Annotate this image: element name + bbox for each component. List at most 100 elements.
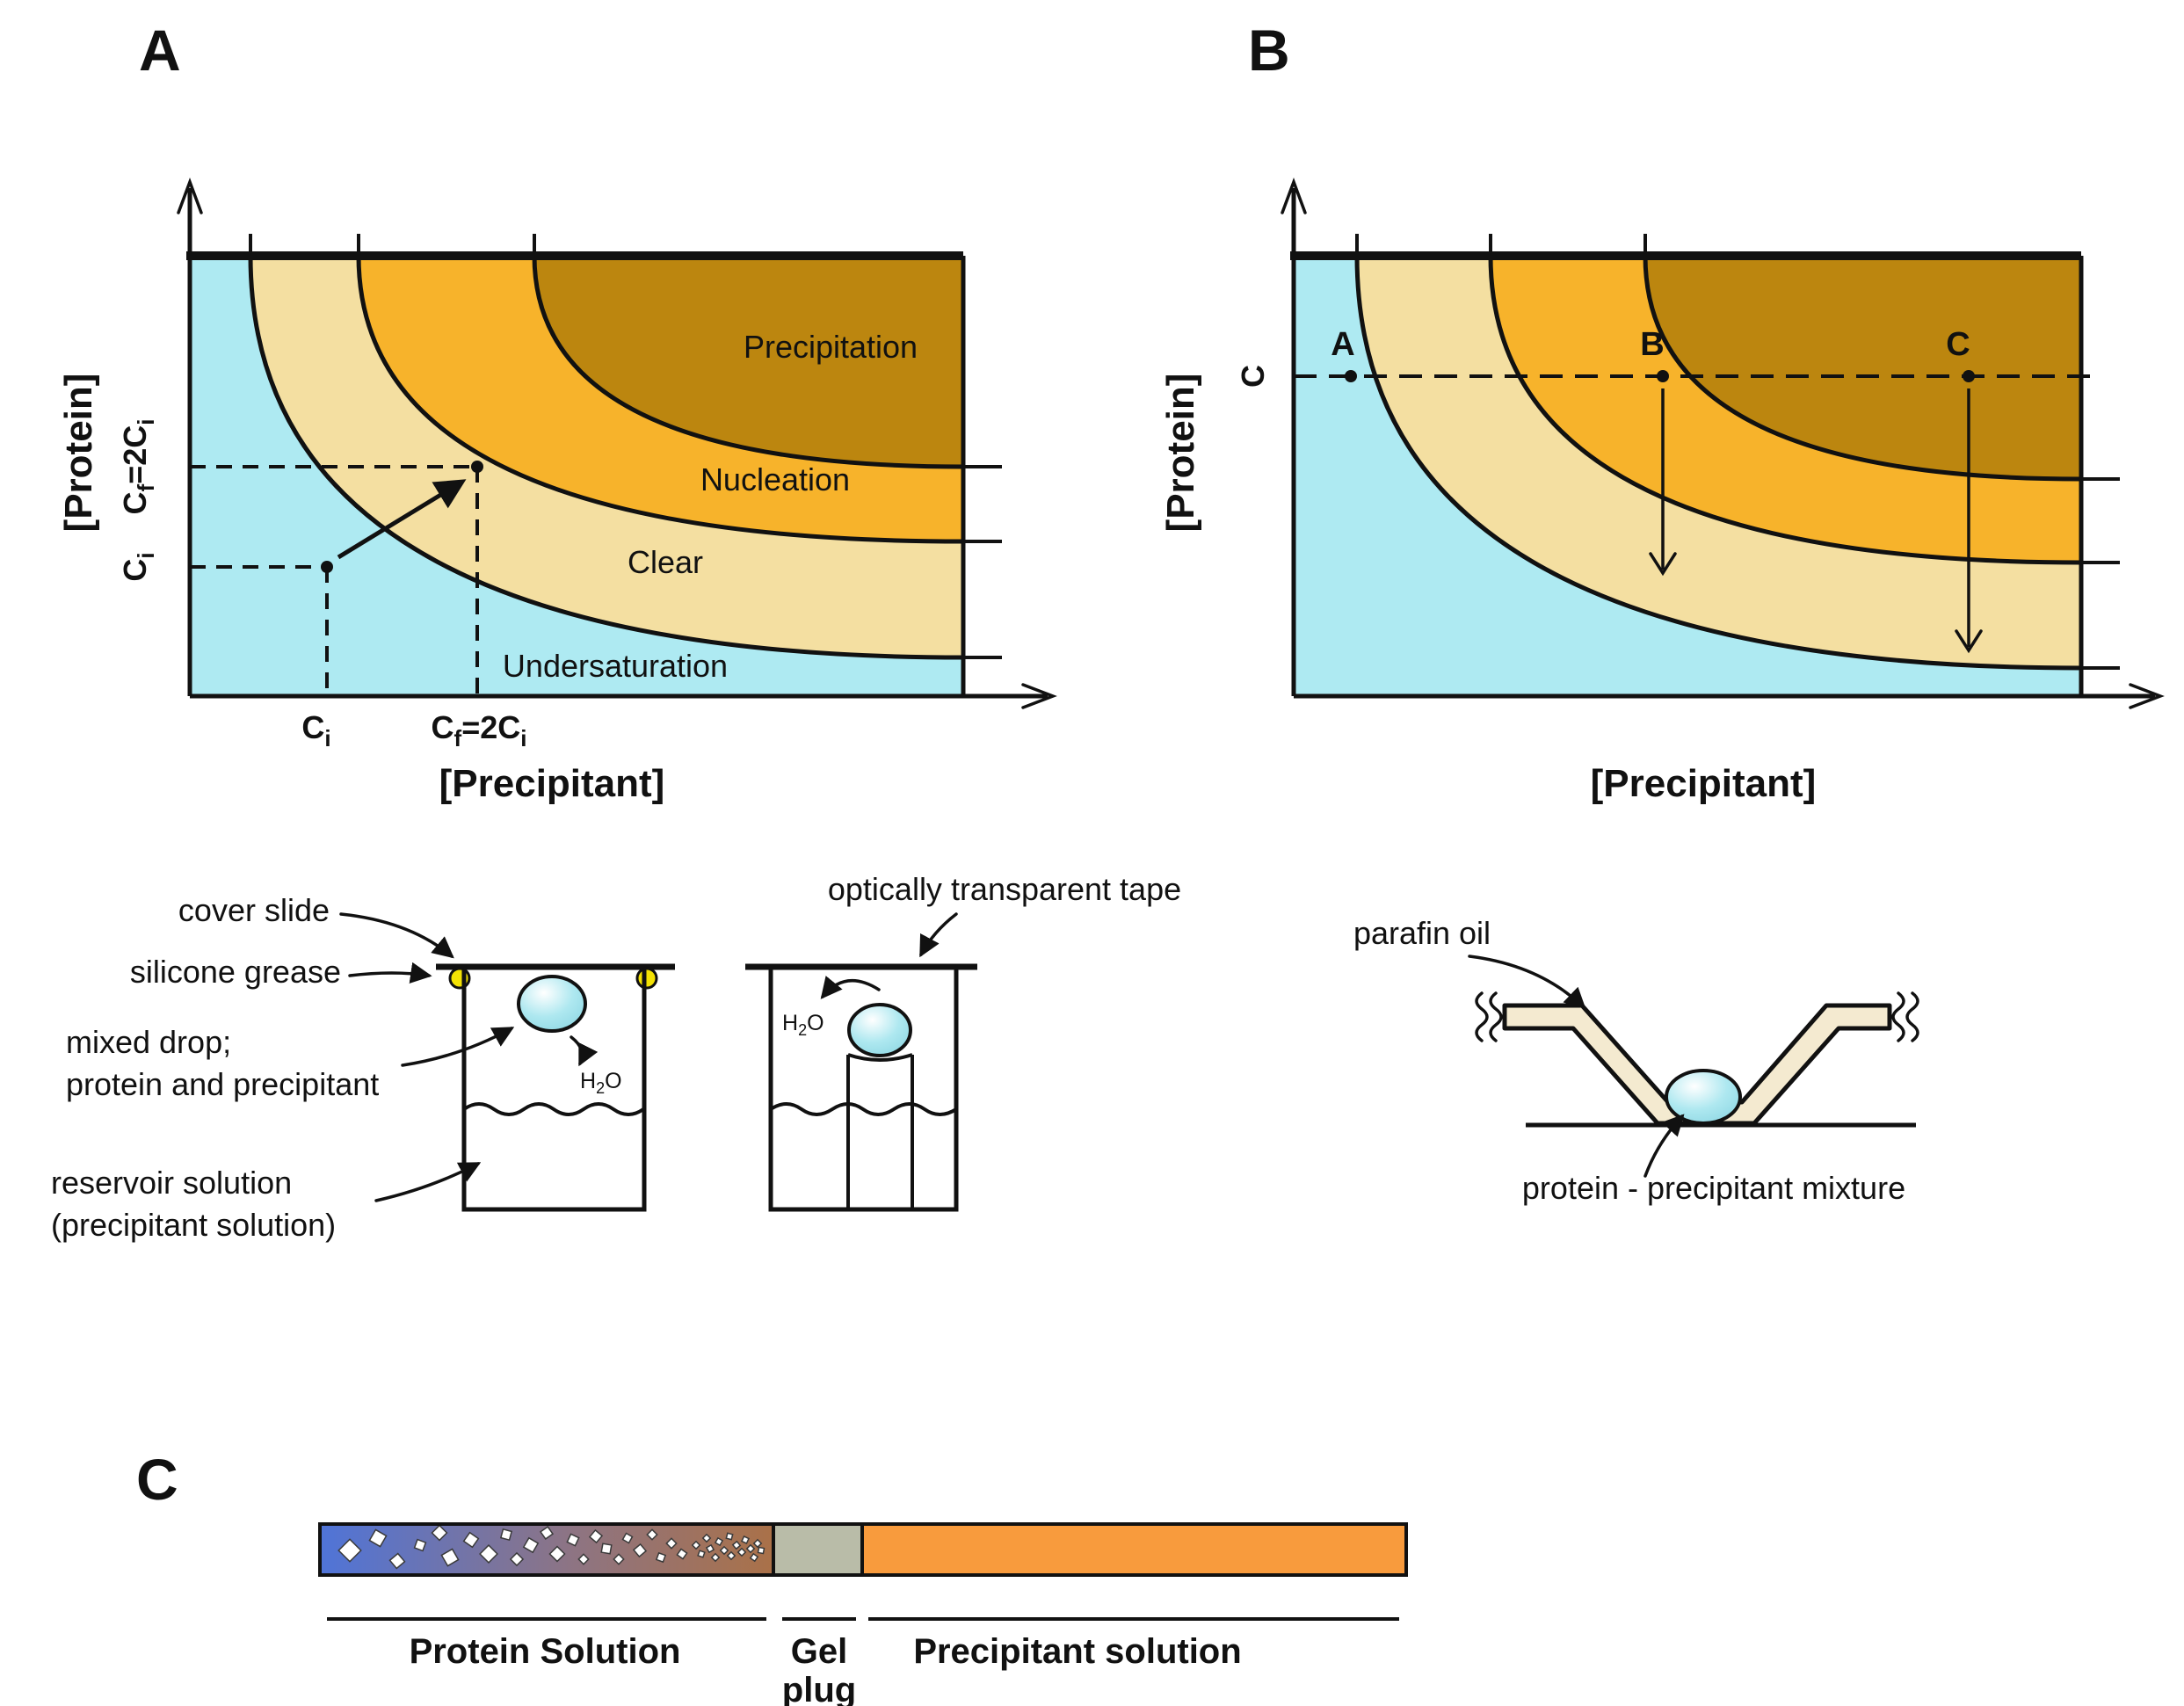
label-precipitation: Precipitation bbox=[744, 329, 918, 365]
xtick-cf-i: i bbox=[520, 725, 526, 751]
dish-break-right-1 bbox=[1891, 991, 1905, 1042]
parafin-oil-arrow bbox=[1468, 955, 1586, 1010]
grease-dot-left bbox=[448, 967, 471, 990]
crystal bbox=[725, 1532, 734, 1541]
crystal bbox=[665, 1537, 678, 1550]
panel-b: B A B C [Protein] C [Preci bbox=[1159, 18, 2165, 805]
reservoir-arrow bbox=[374, 1162, 482, 1202]
hanging-drop-diagram: cover slide silicone grease mixed drop; … bbox=[51, 892, 675, 1243]
h2o-2-2: 2 bbox=[798, 1021, 807, 1039]
crystal bbox=[621, 1532, 634, 1544]
y-axis-arrowhead-b bbox=[1281, 177, 1307, 214]
panel-a: A Precipitation Nucleation bbox=[57, 18, 1057, 805]
h2o-o: O bbox=[605, 1069, 621, 1093]
crystal bbox=[566, 1533, 580, 1547]
silicone-grease-label: silicone grease bbox=[130, 954, 341, 990]
ytick-ci-c: C bbox=[117, 559, 153, 582]
crystal bbox=[613, 1553, 625, 1565]
crystal bbox=[736, 1547, 747, 1557]
crystal bbox=[388, 1552, 406, 1570]
mixture-arrow bbox=[1643, 1114, 1685, 1178]
xtick-ci-c: C bbox=[301, 709, 324, 745]
dish-break-left-2 bbox=[1475, 991, 1489, 1042]
gel-plug-label-1: Gel bbox=[791, 1632, 847, 1671]
crystal bbox=[710, 1552, 721, 1563]
crystal bbox=[749, 1552, 759, 1563]
x-axis-label-a: [Precipitant] bbox=[439, 762, 665, 805]
parafin-oil-label: parafin oil bbox=[1353, 915, 1491, 951]
reservoir-liquid-sitting bbox=[769, 1102, 958, 1116]
y-tick-ci-a: Ci bbox=[117, 552, 159, 581]
point-b-label: B bbox=[1640, 326, 1664, 363]
crystal bbox=[655, 1551, 667, 1564]
crystal bbox=[719, 1545, 729, 1556]
dish-break-right-2 bbox=[1905, 991, 1919, 1042]
crystal bbox=[600, 1543, 613, 1555]
crystal bbox=[691, 1540, 701, 1550]
gel-plug-label-2: plug bbox=[782, 1671, 856, 1706]
label-nucleation: Nucleation bbox=[700, 461, 850, 497]
h2o-arrow-hanging bbox=[570, 1035, 599, 1067]
cover-slide-arrow bbox=[339, 912, 454, 959]
trajectory-arrow-a bbox=[337, 479, 467, 560]
cover-slide-label: cover slide bbox=[178, 892, 330, 928]
end-point-a bbox=[471, 461, 483, 473]
precipitant-solution-label: Precipitant solution bbox=[913, 1632, 1241, 1671]
silicone-grease-arrow bbox=[348, 962, 432, 984]
crystal bbox=[741, 1535, 750, 1544]
label-clear: Clear bbox=[628, 544, 703, 580]
arrowhead-down-c bbox=[1955, 629, 1983, 654]
ytick-cf-rest: =2C bbox=[117, 425, 153, 484]
point-a-b bbox=[1345, 370, 1357, 382]
mixed-drop-arrow bbox=[401, 1027, 515, 1067]
panel-c: C bbox=[136, 1447, 1408, 1706]
tape-arrow bbox=[919, 912, 958, 958]
crystal bbox=[413, 1538, 427, 1552]
crystal bbox=[701, 1533, 712, 1543]
solubility-curve-2-b bbox=[1488, 255, 2082, 565]
crystal bbox=[431, 1524, 448, 1542]
protein-crystals bbox=[337, 1524, 765, 1570]
h2o-label-hanging: H2O bbox=[580, 1069, 622, 1097]
tape-label: optically transparent tape bbox=[828, 871, 1181, 907]
xtick-cf-c: C bbox=[432, 709, 454, 745]
point-b-b bbox=[1657, 370, 1669, 382]
crystal bbox=[337, 1538, 362, 1563]
sitting-drop bbox=[847, 1003, 912, 1057]
crystal bbox=[752, 1538, 763, 1549]
crystal bbox=[676, 1548, 688, 1560]
arrowhead-down-b bbox=[1649, 552, 1677, 577]
ytick-cf-i: i bbox=[133, 419, 159, 425]
crystal bbox=[705, 1543, 715, 1554]
grease-dot-right bbox=[635, 967, 658, 990]
panel-b-label: B bbox=[1248, 18, 1290, 83]
crystal bbox=[548, 1545, 566, 1563]
y-axis-label-a: [Protein] bbox=[57, 374, 100, 533]
crystal bbox=[731, 1540, 742, 1550]
crystal bbox=[499, 1528, 513, 1542]
h2o-label-sitting: H2O bbox=[782, 1011, 824, 1039]
hanging-vessel-walls bbox=[461, 968, 647, 1212]
protein-solution-label: Protein Solution bbox=[410, 1632, 681, 1671]
solubility-curve-3-b bbox=[1643, 255, 2082, 482]
ytick-ci-i: i bbox=[133, 552, 159, 558]
crystal bbox=[632, 1543, 648, 1558]
x-axis-arrowhead-a bbox=[1021, 683, 1057, 709]
sitting-drop-diagram: optically transparent tape H2O bbox=[745, 871, 1181, 1212]
h2o-2: 2 bbox=[596, 1079, 605, 1097]
y-axis-arrowhead-a bbox=[177, 177, 203, 214]
panel-c-label: C bbox=[136, 1447, 178, 1512]
y-tick-c-b: C bbox=[1235, 365, 1271, 388]
start-point-a bbox=[321, 561, 333, 573]
crystal bbox=[479, 1544, 498, 1564]
gel-plug-segment bbox=[773, 1524, 862, 1575]
crystal bbox=[539, 1525, 555, 1541]
microbatch-diagram: parafin oil protein - precipitant mixtur… bbox=[1353, 915, 1919, 1206]
solubility-curve-1-b bbox=[1354, 255, 2082, 671]
crystal bbox=[757, 1546, 765, 1555]
panel-a-label: A bbox=[139, 18, 181, 83]
label-undersaturation: Undersaturation bbox=[503, 648, 728, 684]
x-tick-ci-a: Ci bbox=[301, 709, 330, 751]
precipitant-segment bbox=[862, 1524, 1406, 1575]
xtick-ci-i: i bbox=[324, 725, 330, 751]
